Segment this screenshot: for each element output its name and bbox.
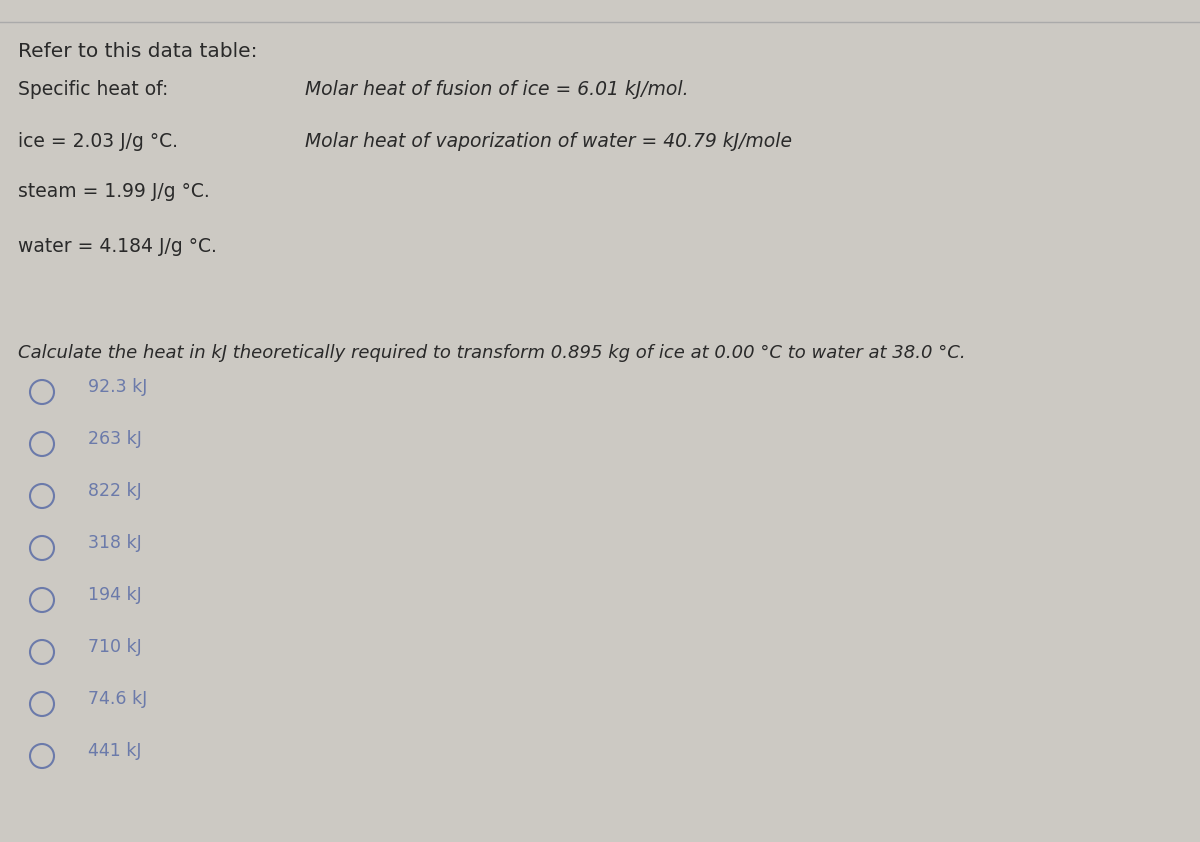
Text: Refer to this data table:: Refer to this data table: xyxy=(18,42,258,61)
Text: Specific heat of:: Specific heat of: xyxy=(18,80,168,99)
Text: Molar heat of fusion of ice = 6.01 kJ/mol.: Molar heat of fusion of ice = 6.01 kJ/mo… xyxy=(305,80,689,99)
Text: 441 kJ: 441 kJ xyxy=(88,742,142,760)
Text: Molar heat of vaporization of water = 40.79 kJ/mole: Molar heat of vaporization of water = 40… xyxy=(305,132,792,151)
Text: water = 4.184 J/g °C.: water = 4.184 J/g °C. xyxy=(18,237,217,256)
Text: steam = 1.99 J/g °C.: steam = 1.99 J/g °C. xyxy=(18,182,210,201)
Text: 74.6 kJ: 74.6 kJ xyxy=(88,690,148,708)
Text: ice = 2.03 J/g °C.: ice = 2.03 J/g °C. xyxy=(18,132,178,151)
Text: 822 kJ: 822 kJ xyxy=(88,482,142,500)
Text: 194 kJ: 194 kJ xyxy=(88,586,142,604)
Text: 92.3 kJ: 92.3 kJ xyxy=(88,378,148,396)
Text: 318 kJ: 318 kJ xyxy=(88,534,142,552)
Text: Calculate the heat in kJ theoretically required to transform 0.895 kg of ice at : Calculate the heat in kJ theoretically r… xyxy=(18,344,966,362)
Text: 263 kJ: 263 kJ xyxy=(88,430,142,448)
Text: 710 kJ: 710 kJ xyxy=(88,638,142,656)
